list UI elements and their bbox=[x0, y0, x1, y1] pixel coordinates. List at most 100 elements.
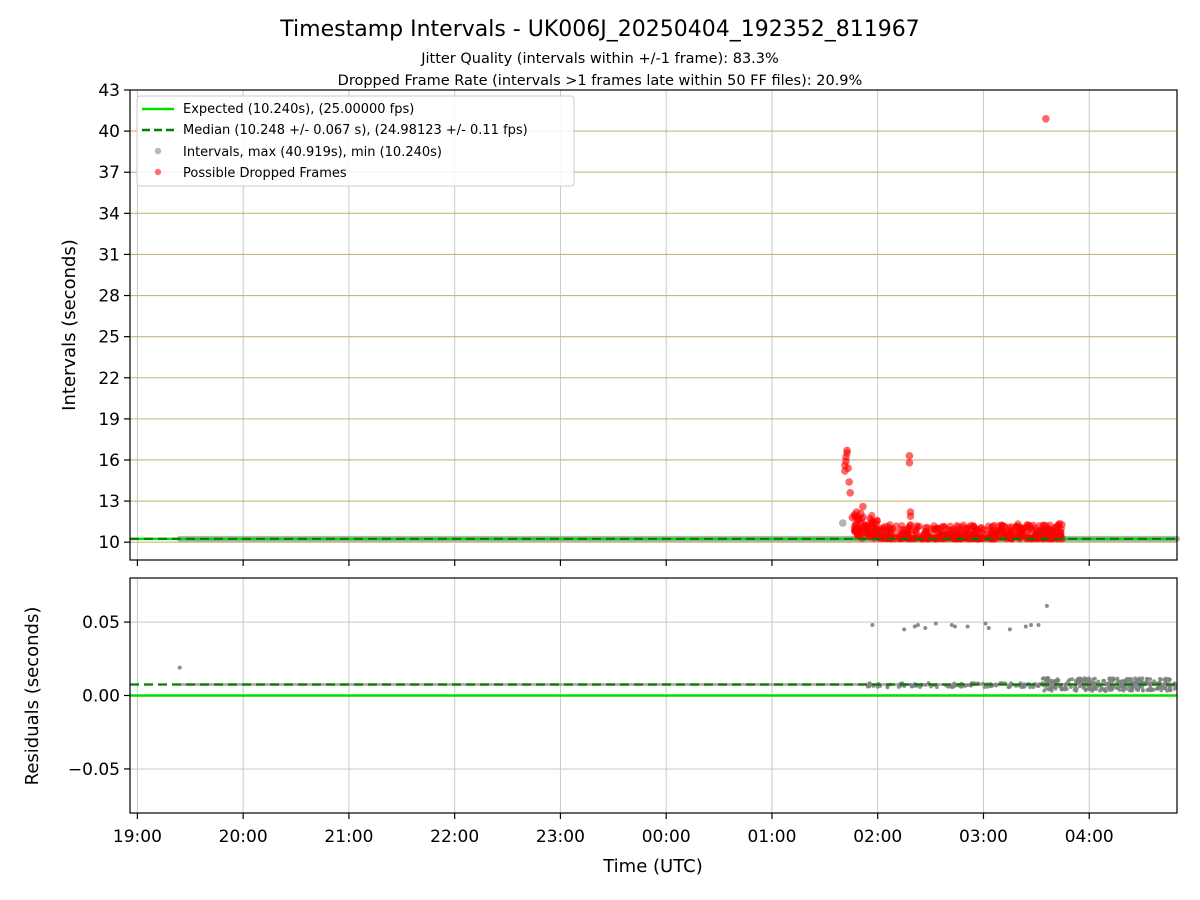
residual-cluster-point bbox=[1156, 685, 1161, 690]
residual-cluster-point bbox=[1148, 681, 1153, 685]
residual-point bbox=[1023, 624, 1028, 629]
residual-cluster-point bbox=[1136, 688, 1141, 692]
intervals-ytick-label: 37 bbox=[98, 163, 120, 183]
residual-cluster-point bbox=[1115, 676, 1120, 681]
residual-cluster-point bbox=[1082, 677, 1087, 682]
residual-cluster-point bbox=[1145, 688, 1150, 693]
x-tick-label: 23:00 bbox=[536, 827, 585, 847]
intervals-data bbox=[130, 114, 1180, 543]
dropped-cluster-point bbox=[878, 534, 887, 542]
residual-cluster-point bbox=[1152, 679, 1156, 684]
intervals-axes-frame bbox=[129, 89, 1178, 561]
intervals-ytick-label: 22 bbox=[98, 369, 120, 389]
residual-point bbox=[983, 621, 988, 626]
residual-cluster-point bbox=[1124, 677, 1129, 682]
dropped-cluster-point bbox=[927, 524, 935, 533]
legend-intervals-label: Intervals, max (40.919s), min (10.240s) bbox=[183, 145, 442, 160]
dropped-point bbox=[859, 502, 867, 511]
residual-point bbox=[1029, 623, 1034, 627]
dropped-cluster-point bbox=[879, 526, 888, 534]
dropped-cluster-point bbox=[1050, 524, 1058, 533]
residuals-ticks: 0.05 0.00 −0.05 bbox=[68, 613, 1090, 819]
residual-cluster-point bbox=[1098, 688, 1102, 693]
residual-point bbox=[902, 627, 907, 632]
residual-cluster-point bbox=[1043, 677, 1048, 681]
residual-cluster-point bbox=[1066, 679, 1071, 684]
residual-cluster-point bbox=[1073, 685, 1077, 690]
dropped-cluster-point bbox=[959, 521, 968, 529]
residual-cluster-point bbox=[952, 684, 957, 689]
residual-cluster-point bbox=[1083, 687, 1088, 692]
residual-cluster-point bbox=[1087, 687, 1092, 692]
interval-point bbox=[839, 519, 847, 527]
residual-cluster-point bbox=[1096, 679, 1101, 684]
residual-cluster-point bbox=[1094, 684, 1099, 689]
intervals-ticks: 10 13 16 19 22 25 28 31 34 37 40 43 bbox=[98, 81, 1090, 566]
residual-cluster-point bbox=[867, 681, 872, 686]
dropped-point bbox=[1042, 114, 1050, 123]
residual-cluster-point bbox=[1036, 684, 1041, 688]
x-tick-label: 00:00 bbox=[642, 827, 691, 847]
dropped-point bbox=[905, 452, 914, 460]
dropped-point bbox=[846, 489, 855, 497]
residual-cluster-point bbox=[1109, 679, 1114, 684]
x-tick-label: 20:00 bbox=[219, 827, 268, 847]
residual-cluster-point bbox=[1053, 679, 1058, 684]
dropped-point bbox=[845, 478, 853, 486]
residual-cluster-point bbox=[1150, 687, 1154, 692]
x-tick-label: 03:00 bbox=[959, 827, 1008, 847]
residual-cluster-point bbox=[1167, 677, 1172, 682]
dropped-point bbox=[906, 512, 915, 520]
residual-point bbox=[1007, 627, 1012, 632]
intervals-panel: 10 13 16 19 22 25 28 31 34 37 40 43 Intervals (seco… bbox=[59, 81, 1180, 566]
dropped-cluster-point bbox=[1020, 524, 1028, 532]
intervals-ytick-label: 16 bbox=[98, 451, 120, 471]
residual-cluster-point bbox=[1133, 676, 1138, 681]
intervals-ylabel: Intervals (seconds) bbox=[59, 239, 80, 411]
dropped-cluster-point bbox=[868, 511, 876, 520]
x-tick-label: 19:00 bbox=[113, 827, 162, 847]
residual-cluster-point bbox=[1070, 677, 1075, 682]
residual-cluster-point bbox=[1160, 683, 1165, 688]
dropped-cluster-point bbox=[900, 526, 908, 534]
residual-point bbox=[949, 623, 954, 627]
residual-cluster-point bbox=[985, 684, 990, 689]
dropped-cluster-point bbox=[868, 521, 876, 529]
dropped-cluster-point bbox=[1012, 522, 1021, 531]
x-tick-label: 21:00 bbox=[324, 827, 373, 847]
residual-cluster-point bbox=[1052, 685, 1057, 690]
residual-point bbox=[1036, 623, 1041, 627]
legend: Expected (10.240s), (25.00000 fps) Media… bbox=[136, 95, 575, 187]
residual-cluster-point bbox=[1107, 688, 1112, 693]
residual-cluster-point bbox=[952, 681, 957, 686]
residual-cluster-point bbox=[1074, 689, 1079, 693]
residual-point bbox=[870, 623, 875, 627]
legend-intervals-swatch bbox=[154, 147, 162, 155]
residual-cluster-point bbox=[1104, 686, 1108, 691]
residual-point bbox=[952, 624, 957, 629]
residual-cluster-point bbox=[1007, 685, 1012, 689]
dropped-cluster-point bbox=[940, 522, 948, 530]
residual-cluster-point bbox=[1107, 676, 1112, 681]
residual-point bbox=[965, 624, 970, 629]
dropped-cluster-point bbox=[873, 517, 881, 525]
residual-cluster-point bbox=[1065, 687, 1069, 691]
residual-cluster-point bbox=[1044, 686, 1048, 691]
intervals-ytick-label: 43 bbox=[98, 81, 120, 101]
residuals-panel: 0.05 0.00 −0.05 Residuals (seconds) bbox=[22, 577, 1178, 819]
dropped-cluster-point bbox=[851, 526, 859, 535]
legend-frame bbox=[136, 95, 575, 187]
x-tick-label: 04:00 bbox=[1065, 827, 1114, 847]
dropped-cluster-point bbox=[1038, 524, 1046, 533]
residuals-ytick-label: 0.05 bbox=[82, 613, 120, 633]
intervals-ytick-label: 25 bbox=[98, 328, 120, 348]
residual-cluster-point bbox=[1159, 688, 1164, 693]
residual-cluster-point bbox=[1129, 677, 1134, 682]
x-tick-label: 02:00 bbox=[853, 827, 902, 847]
residual-point bbox=[177, 665, 182, 670]
chart-subtitle-jitter: Jitter Quality (intervals within +/-1 fr… bbox=[420, 51, 779, 67]
residual-cluster-point bbox=[1050, 680, 1055, 685]
intervals-ytick-label: 34 bbox=[98, 204, 120, 224]
residual-cluster-point bbox=[1121, 684, 1126, 689]
